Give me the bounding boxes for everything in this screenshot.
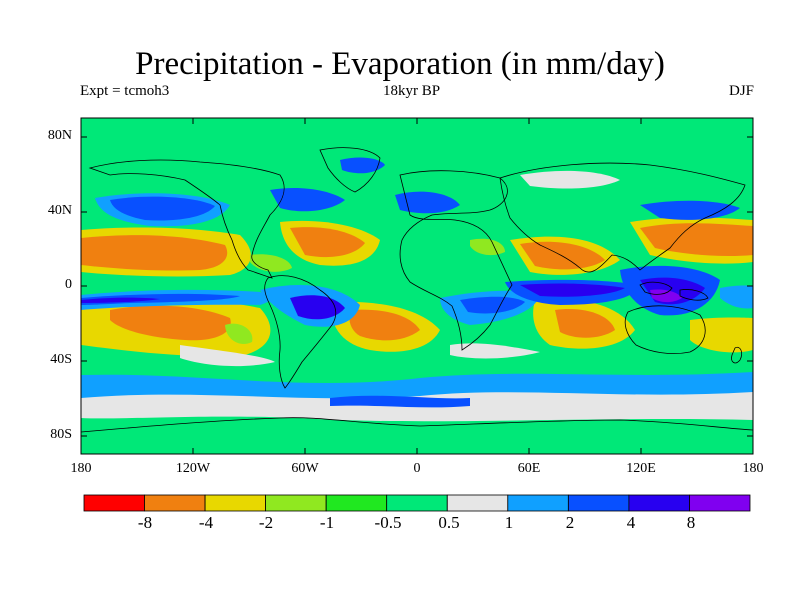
coastline-islands	[679, 289, 709, 301]
colorbar-box	[386, 494, 448, 512]
field-region	[720, 285, 753, 309]
field-region	[690, 317, 753, 353]
field-region	[81, 235, 228, 271]
colorbar-box	[265, 494, 327, 512]
field-region	[270, 188, 345, 212]
field-region	[340, 157, 385, 174]
field-region	[650, 289, 682, 303]
colorbar-label: -8	[137, 513, 153, 532]
field-region	[81, 297, 160, 303]
field-region	[180, 345, 275, 367]
field-region	[640, 223, 753, 257]
lat-label: 80N	[47, 128, 72, 143]
field-region	[520, 283, 625, 297]
field-layer	[81, 118, 753, 454]
field-region	[110, 305, 231, 341]
colorbar-label: 2	[565, 513, 575, 532]
lon-label: 120E	[626, 461, 656, 476]
coastline-islands	[639, 281, 673, 295]
coastline-asia	[499, 162, 746, 273]
colorbar-box	[83, 494, 145, 512]
chart-title: Precipitation - Evaporation (in mm/day)	[135, 46, 665, 82]
lon-label: 180	[70, 461, 92, 476]
field-region	[290, 227, 365, 258]
colorbar-box	[144, 494, 206, 512]
field-region	[225, 323, 253, 345]
coastline-south-america	[264, 275, 337, 389]
coastline-greenland	[319, 147, 381, 193]
colorbar-label: 4	[626, 513, 636, 532]
season-label: DJF	[728, 83, 754, 99]
colorbar-box	[446, 494, 509, 512]
colorbar-label: 8	[686, 513, 696, 532]
colorbar-label: -0.5	[374, 513, 402, 532]
colorbar-label: 1	[504, 513, 514, 532]
lon-label: 180	[742, 461, 764, 476]
colorbar-box	[568, 494, 630, 512]
field-region	[555, 309, 615, 338]
lat-label: 40N	[47, 203, 72, 218]
colorbar-box	[204, 494, 267, 512]
colorbar-box	[507, 494, 569, 512]
field-region	[520, 241, 605, 270]
lon-label: 0	[413, 461, 421, 476]
lat-label: 80S	[50, 427, 72, 442]
lon-label: 60W	[291, 461, 319, 476]
colorbar-label: 0.5	[438, 513, 460, 532]
coastline-europe-africa	[399, 170, 513, 351]
field-region	[81, 372, 753, 399]
colorbar-box	[628, 494, 690, 512]
field-region	[290, 295, 345, 320]
field-region	[460, 296, 525, 314]
colorbar	[83, 494, 751, 512]
experiment-label: Expt = tcmoh3	[80, 83, 170, 99]
coastline-australia	[624, 305, 706, 354]
lat-label: 40S	[50, 352, 72, 367]
field-region	[349, 309, 420, 341]
coastline-antarctica	[81, 417, 753, 433]
lon-label: 60E	[517, 461, 541, 476]
colorbar-label: -2	[258, 513, 274, 532]
axis-ticks	[81, 118, 753, 454]
colorbar-box	[689, 494, 751, 512]
coastline-north-america	[88, 159, 285, 279]
lon-label: 120W	[175, 461, 211, 476]
field-region	[330, 395, 470, 408]
field-region	[110, 196, 215, 221]
colorbar-label: -1	[319, 513, 335, 532]
coastline-new-zealand	[731, 346, 743, 364]
field-region	[520, 170, 620, 189]
colorbar-label: -4	[198, 513, 214, 532]
colorbar-box	[325, 494, 388, 512]
coastlines	[81, 147, 753, 433]
field-region	[395, 191, 460, 214]
period-label: 18kyr BP	[383, 83, 441, 99]
lat-label: 0	[65, 277, 72, 292]
field-region	[640, 200, 740, 220]
field-region	[450, 343, 540, 359]
